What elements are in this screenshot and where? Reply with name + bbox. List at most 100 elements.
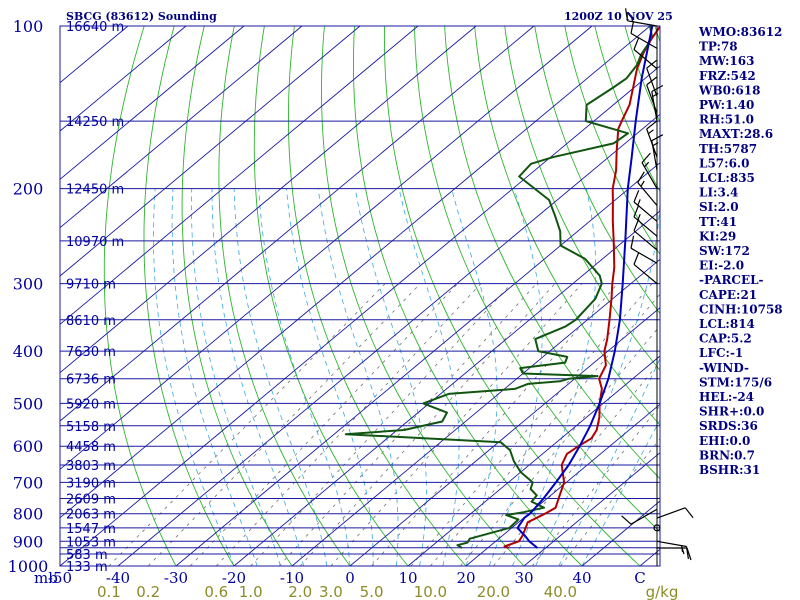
wind-barb (633, 252, 658, 285)
height-label: 4458 m (66, 440, 116, 455)
y-axis-unit-label: mb (34, 569, 58, 587)
mixing-ratio-label: 40.0 (544, 583, 577, 600)
index-entry: CINH:10758 (699, 302, 783, 316)
height-label: 12450 m (66, 183, 124, 198)
mixing-ratio-line (190, 283, 459, 566)
height-label: 1053 m (66, 535, 116, 550)
wind-barb (656, 507, 694, 519)
mixing-ratio-units-label: g/kg (646, 583, 679, 600)
chart-title: SBCG (83612) Sounding (66, 10, 217, 23)
index-entry: PW:1.40 (699, 98, 754, 112)
temperature-tick-label: -40 (106, 569, 130, 587)
index-entry: BRN:0.7 (699, 448, 755, 462)
moist-adiabat-line (451, 188, 498, 566)
temperature-tick-label: -50 (48, 569, 72, 587)
index-entry: CAP:5.2 (699, 332, 752, 346)
index-entry: EHI:0.0 (699, 434, 750, 448)
height-label: 8610 m (66, 314, 116, 329)
isotherm-line (60, 25, 477, 374)
moist-adiabat-line (558, 357, 660, 566)
index-entry: TH:5787 (699, 142, 757, 156)
pressure-tick-label: 300 (13, 275, 44, 294)
dry-adiabats (103, 25, 800, 566)
temperature-tick-label: -30 (164, 569, 188, 587)
dewpoint-line (344, 25, 653, 549)
temperature-tick-label: 30 (514, 569, 533, 587)
pressure-tick-label: 400 (13, 342, 44, 361)
index-entry: BSHR:31 (699, 463, 760, 477)
temperature-line (503, 25, 660, 549)
wind-barb (656, 540, 689, 560)
parcel-line (516, 25, 654, 549)
index-entry: -WIND- (699, 361, 749, 375)
dry-adiabat-line (353, 25, 583, 566)
index-entry: EI:-2.0 (699, 259, 744, 273)
isotherm-line (117, 113, 660, 566)
moist-adiabat-line (153, 188, 235, 566)
mixing-ratio-line (216, 283, 482, 566)
index-entry: LI:3.4 (699, 186, 738, 200)
index-entry: STM:175/6 (699, 375, 772, 389)
dry-adiabat-line (474, 25, 660, 426)
mixing-ratio-label: 3.0 (319, 583, 343, 600)
isotherm-line (60, 25, 187, 132)
mixing-ratio-line (250, 283, 512, 566)
height-label: 9710 m (66, 278, 116, 293)
dry-adiabat-line (103, 25, 177, 566)
isotherm-line (291, 258, 660, 566)
isotherm-line (407, 355, 660, 566)
isotherm-line (581, 500, 660, 566)
moist-adiabat-line (233, 188, 328, 566)
isotherm-line (465, 403, 660, 566)
index-entry: CAPE:21 (699, 288, 757, 302)
moist-adiabat-line (398, 188, 460, 566)
mixing-ratio-label: 0.6 (204, 583, 228, 600)
wind-barb (633, 218, 658, 251)
wind-barb (651, 84, 664, 122)
wind-barb (653, 524, 661, 532)
mixing-ratio-label: 20.0 (477, 583, 510, 600)
index-entry: MW:163 (699, 54, 754, 68)
wind-barb (637, 171, 658, 206)
mixing-ratio-line (371, 283, 618, 566)
dry-adiabat-line (414, 25, 660, 533)
height-label: 6736 m (66, 373, 116, 388)
height-label: 5920 m (66, 397, 116, 412)
isotherms (60, 25, 660, 566)
isotherm-line (60, 25, 419, 325)
moist-adiabat-line (535, 188, 660, 566)
header-and-indices: SBCG (83612) Sounding 1200Z 10 NOV 25 WM… (66, 10, 783, 477)
wind-barb (646, 59, 658, 97)
isotherm-line (60, 25, 651, 519)
pressure-tick-label: 800 (13, 505, 44, 524)
index-entry: -PARCEL- (699, 273, 764, 287)
index-entry: WB0:618 (698, 83, 760, 97)
dry-adiabat-line (534, 25, 660, 315)
isotherm-line (60, 25, 245, 180)
wind-barb (651, 134, 664, 171)
dry-adiabat-line (288, 25, 467, 566)
height-label: 3803 m (66, 459, 116, 474)
mixing-ratio-label: 1.0 (239, 583, 263, 600)
height-label: 5158 m (66, 420, 116, 435)
wind-barb (621, 508, 658, 525)
isotherm-line (175, 162, 660, 566)
index-entry: MAXT:28.6 (699, 127, 773, 141)
dry-adiabat-line (321, 25, 525, 566)
height-label: 7630 m (66, 345, 116, 360)
mixing-ratio-label: 0.2 (136, 583, 160, 600)
index-entry: TT:41 (699, 215, 737, 229)
mixing-ratio-label: 0.1 (97, 583, 121, 600)
index-entry: LCL:814 (699, 317, 755, 331)
isotherm-line (233, 210, 660, 566)
dry-adiabat-line (564, 25, 660, 256)
dry-adiabat-line (775, 26, 800, 566)
isotherm-line (60, 25, 303, 229)
index-entry: SRDS:36 (699, 419, 758, 433)
index-entry: LFC:-1 (699, 346, 743, 360)
index-entry: HEL:-24 (699, 390, 754, 404)
mixing-ratio-label: 5.0 (360, 583, 384, 600)
pressure-tick-label: 200 (13, 180, 44, 199)
height-label: 1547 m (66, 522, 116, 537)
